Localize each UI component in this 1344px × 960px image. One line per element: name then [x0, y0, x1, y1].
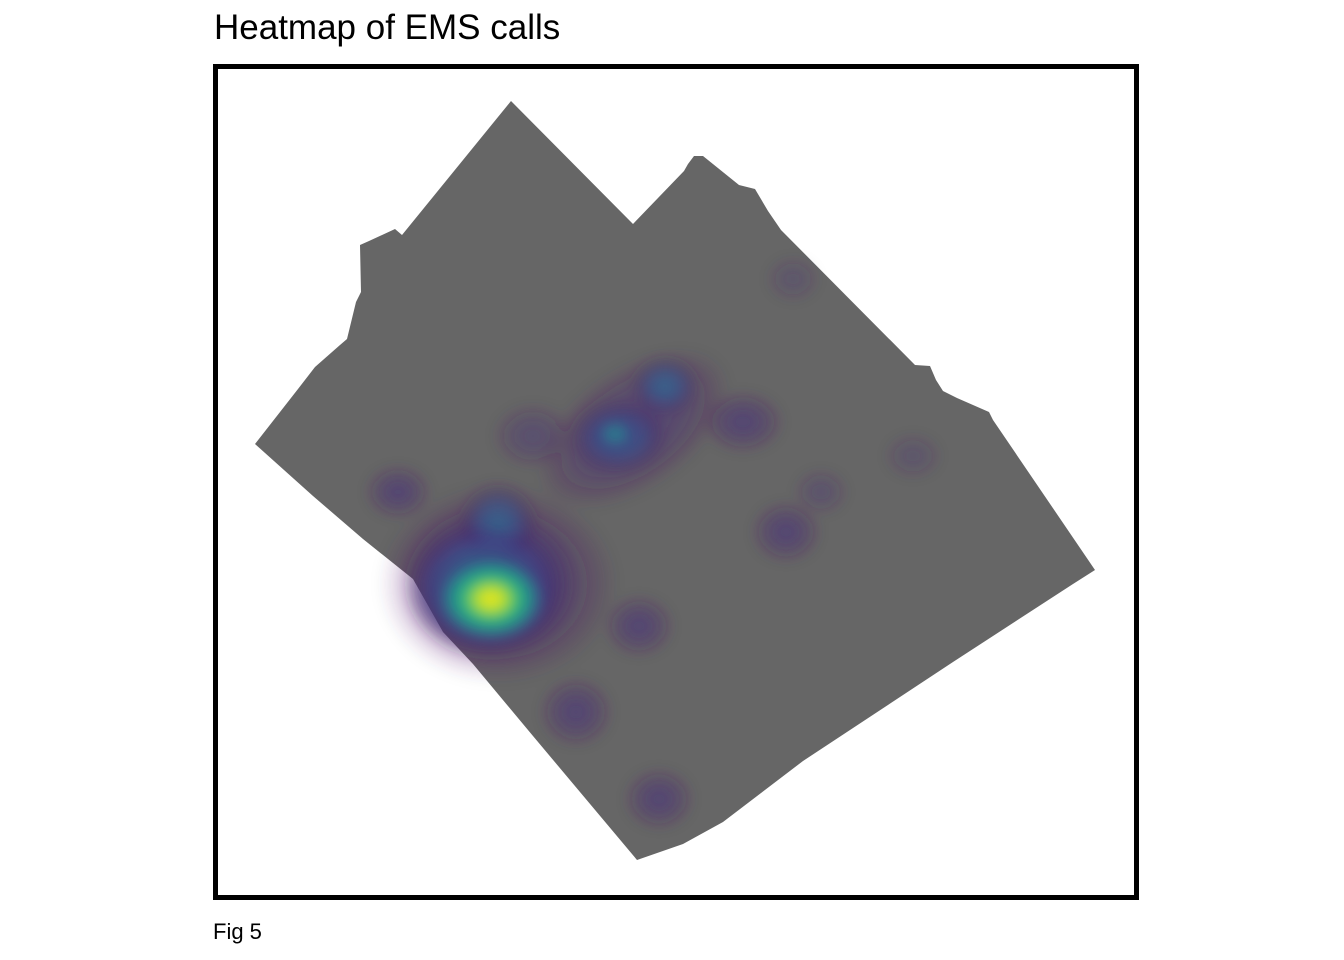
chart-title: Heatmap of EMS calls: [214, 8, 561, 47]
hotspot-north-central-2: [631, 356, 699, 416]
heatmap-svg: [213, 64, 1139, 900]
hotspot-north-central-core: [591, 416, 639, 452]
density-layer: [366, 257, 941, 829]
hotspot-minor-7: [795, 470, 847, 514]
hotspot-minor-2: [605, 596, 673, 656]
map-border: [213, 64, 1139, 900]
hotspot-minor-1: [366, 466, 430, 518]
hotspot-minor-3: [540, 678, 612, 746]
map-panel: [213, 64, 1139, 900]
hotspot-primary-core: [429, 551, 553, 647]
region-polygon: [255, 101, 1095, 860]
hotspot-minor-9: [767, 257, 819, 301]
hotspot-minor-5: [752, 502, 820, 562]
figure-caption: Fig 5: [213, 919, 262, 944]
hotspot-minor-8: [885, 434, 941, 478]
hotspot-minor-4: [625, 769, 693, 829]
